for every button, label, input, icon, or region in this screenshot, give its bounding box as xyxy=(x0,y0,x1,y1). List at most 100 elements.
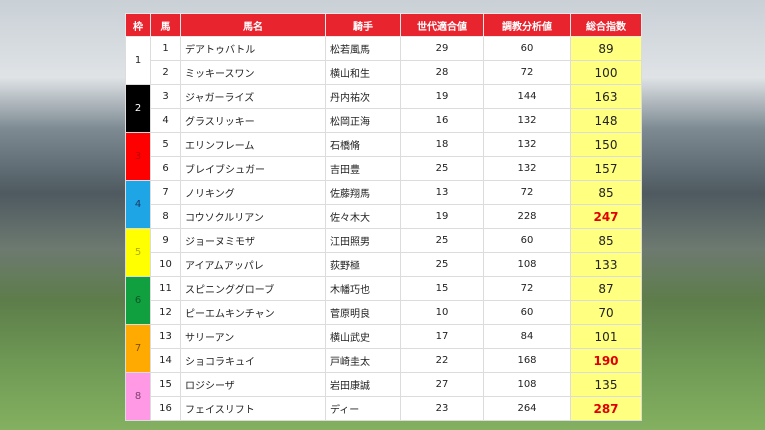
jockey: 吉田豊 xyxy=(325,156,401,181)
horse-number: 13 xyxy=(150,324,181,349)
frame-number: 6 xyxy=(125,276,151,325)
horse-number: 6 xyxy=(150,156,181,181)
horse-row: 14 ショコラキュイ 戸崎圭太 22 168 190 xyxy=(126,348,642,373)
generation-score: 25 xyxy=(400,252,484,277)
training-score: 132 xyxy=(483,108,571,133)
horse-row: 5 9 ジョーヌミモザ 江田照男 25 60 85 xyxy=(125,228,642,277)
generation-score: 18 xyxy=(400,132,484,157)
horse-row: 10 アイアムアッパレ 荻野極 25 108 133 xyxy=(126,252,642,277)
frame-number: 8 xyxy=(125,372,151,421)
training-score: 108 xyxy=(483,372,571,397)
horse-name: ミッキースワン xyxy=(180,60,326,85)
jockey: 江田照男 xyxy=(325,228,401,253)
horse-name: ノリキング xyxy=(180,180,326,205)
horse-row: 2 3 ジャガーライズ 丹内祐次 19 144 163 xyxy=(125,84,642,133)
jockey: 戸崎圭太 xyxy=(325,348,401,373)
total-index: 133 xyxy=(570,252,642,277)
horse-name: サリーアン xyxy=(180,324,326,349)
jockey: 菅原明良 xyxy=(325,300,401,325)
generation-score: 25 xyxy=(400,228,484,253)
jockey: 松岡正海 xyxy=(325,108,401,133)
generation-score: 22 xyxy=(400,348,484,373)
horse-row: 6 11 スピニンググローブ 木幡巧也 15 72 87 xyxy=(125,276,642,325)
generation-score: 29 xyxy=(400,36,484,61)
horse-number: 1 xyxy=(150,36,181,61)
frame-number: 2 xyxy=(125,84,151,133)
horse-name: ショコラキュイ xyxy=(180,348,326,373)
frame-number: 5 xyxy=(125,228,151,277)
jockey: 佐藤翔馬 xyxy=(325,180,401,205)
total-index: 101 xyxy=(570,324,642,349)
training-score: 72 xyxy=(483,276,571,301)
training-score: 228 xyxy=(483,204,571,229)
horse-name: フェイスリフト xyxy=(180,396,326,421)
jockey: 佐々木大 xyxy=(325,204,401,229)
horse-row: 16 フェイスリフト ディー 23 264 287 xyxy=(126,396,642,421)
total-index: 163 xyxy=(570,84,642,109)
total-index: 190 xyxy=(570,348,642,373)
horse-name: グラスリッキー xyxy=(180,108,326,133)
horse-name: デアトゥバトル xyxy=(180,36,326,61)
column-header: 馬 xyxy=(150,13,181,37)
horse-row: 8 コウソクルリアン 佐々木大 19 228 247 xyxy=(126,204,642,229)
table-body: 1 1 デアトゥバトル 松若風馬 29 60 89 2 ミッキースワン 横山和生 28 72 100 2 3… xyxy=(125,36,642,421)
total-index: 85 xyxy=(570,180,642,205)
total-index: 157 xyxy=(570,156,642,181)
total-index: 100 xyxy=(570,60,642,85)
total-index: 287 xyxy=(570,396,642,421)
jockey: 岩田康誠 xyxy=(325,372,401,397)
horse-number: 14 xyxy=(150,348,181,373)
horse-row: 3 5 エリンフレーム 石橋脩 18 132 150 xyxy=(125,132,642,181)
horse-row: 6 ブレイブシュガー 吉田豊 25 132 157 xyxy=(126,156,642,181)
generation-score: 17 xyxy=(400,324,484,349)
horse-name: ロジシーザ xyxy=(180,372,326,397)
total-index: 135 xyxy=(570,372,642,397)
generation-score: 23 xyxy=(400,396,484,421)
column-header: 騎手 xyxy=(325,13,401,37)
generation-score: 10 xyxy=(400,300,484,325)
generation-score: 27 xyxy=(400,372,484,397)
generation-score: 19 xyxy=(400,84,484,109)
training-score: 72 xyxy=(483,180,571,205)
total-index: 70 xyxy=(570,300,642,325)
horse-number: 16 xyxy=(150,396,181,421)
training-score: 60 xyxy=(483,36,571,61)
training-score: 168 xyxy=(483,348,571,373)
horse-name: コウソクルリアン xyxy=(180,204,326,229)
total-index: 247 xyxy=(570,204,642,229)
column-header: 調教分析値 xyxy=(483,13,571,37)
horse-number: 8 xyxy=(150,204,181,229)
generation-score: 28 xyxy=(400,60,484,85)
training-score: 132 xyxy=(483,156,571,181)
horse-row: 7 13 サリーアン 横山武史 17 84 101 xyxy=(125,324,642,373)
training-score: 264 xyxy=(483,396,571,421)
frame-number: 7 xyxy=(125,324,151,373)
jockey: ディー xyxy=(325,396,401,421)
horse-row: 8 15 ロジシーザ 岩田康誠 27 108 135 xyxy=(125,372,642,421)
horse-number: 3 xyxy=(150,84,181,109)
frame-number: 1 xyxy=(125,36,151,85)
training-score: 108 xyxy=(483,252,571,277)
horse-row: 4 7 ノリキング 佐藤翔馬 13 72 85 xyxy=(125,180,642,229)
column-header: 枠 xyxy=(125,13,151,37)
training-score: 144 xyxy=(483,84,571,109)
horse-name: ジャガーライズ xyxy=(180,84,326,109)
horse-name: スピニンググローブ xyxy=(180,276,326,301)
horse-row: 12 ピーエムキンチャン 菅原明良 10 60 70 xyxy=(126,300,642,325)
generation-score: 16 xyxy=(400,108,484,133)
training-score: 60 xyxy=(483,300,571,325)
horse-number: 10 xyxy=(150,252,181,277)
frame-number: 4 xyxy=(125,180,151,229)
horse-number: 11 xyxy=(150,276,181,301)
column-header: 馬名 xyxy=(180,13,326,37)
horse-number: 5 xyxy=(150,132,181,157)
training-score: 60 xyxy=(483,228,571,253)
horse-number: 2 xyxy=(150,60,181,85)
horse-number: 12 xyxy=(150,300,181,325)
header-row: 枠馬馬名 騎手 世代適合値 調教分析値 総合指数 xyxy=(125,13,642,37)
generation-score: 13 xyxy=(400,180,484,205)
jockey: 木幡巧也 xyxy=(325,276,401,301)
frame-number: 3 xyxy=(125,132,151,181)
training-score: 84 xyxy=(483,324,571,349)
